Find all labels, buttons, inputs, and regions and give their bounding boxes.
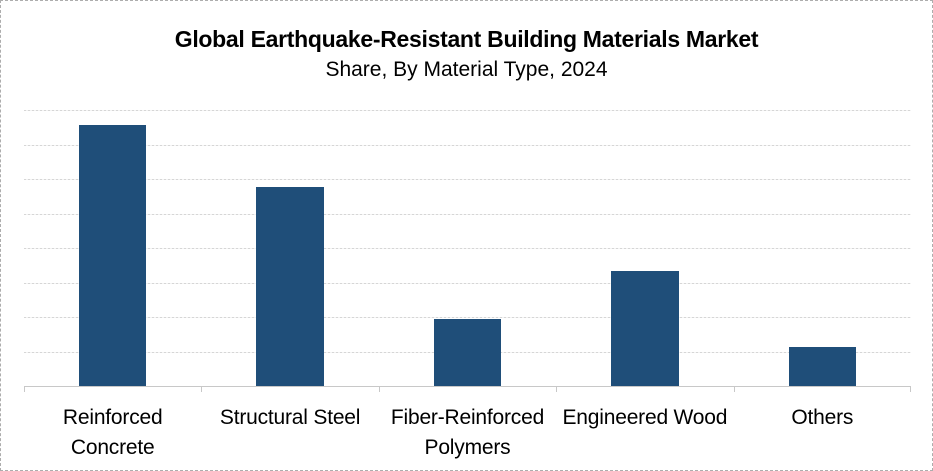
axis-tick (733, 386, 735, 392)
gridline (24, 282, 911, 284)
bar (611, 270, 679, 386)
axis-tick (910, 386, 911, 392)
axis-tick (378, 386, 380, 392)
category-label: Structural Steel (219, 406, 361, 429)
gridline (24, 248, 911, 249)
axis-tick (556, 386, 558, 392)
bar (256, 186, 324, 386)
category-label: Engineered Wood (562, 406, 728, 429)
category-label: Reinforced Concrete (62, 406, 163, 459)
axis-tick (24, 386, 25, 392)
gridline (24, 144, 911, 146)
bar (78, 125, 147, 386)
gridline (24, 317, 911, 318)
plot-area: Reinforced Concrete Structural Steel Fiber… (24, 110, 911, 459)
bar (433, 319, 502, 386)
gridline (24, 110, 911, 111)
gridline (24, 213, 911, 215)
bar (788, 347, 857, 386)
chart-subtitle: Share, By Material Type, 2024 (325, 58, 608, 81)
category-label: Others (791, 406, 854, 429)
chart-title: Global Earthquake-Resistant Building Mat… (174, 26, 759, 52)
category-label: Fiber-Reinforced Polymers (390, 406, 545, 459)
axis-tick (201, 386, 203, 392)
x-axis-labels: Reinforced Concrete Structural Steel Fiber… (24, 403, 911, 463)
gridline (24, 179, 911, 180)
